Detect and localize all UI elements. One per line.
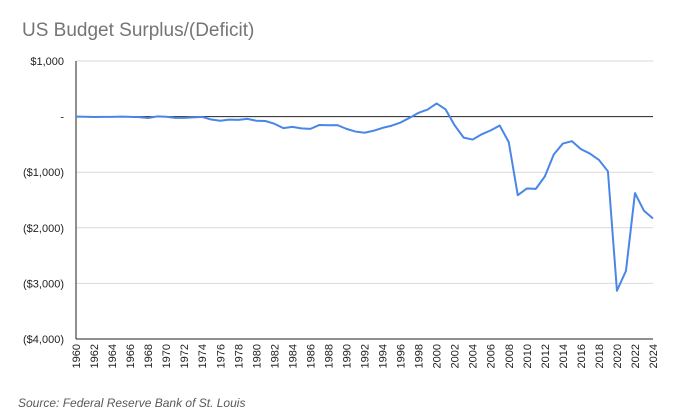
x-tick-label: 1992 bbox=[360, 344, 372, 368]
x-tick-label: 2014 bbox=[558, 344, 570, 368]
x-tick-label: 1976 bbox=[215, 344, 227, 368]
series-line bbox=[75, 102, 654, 292]
x-tick-label: 2018 bbox=[594, 344, 606, 368]
x-tick-label: 1972 bbox=[179, 344, 191, 368]
gridlines bbox=[76, 60, 653, 340]
x-tick-label: 1968 bbox=[143, 344, 155, 368]
x-tick-label: 1986 bbox=[305, 344, 317, 368]
x-tick-label: 1990 bbox=[341, 344, 353, 368]
x-tick-label: 1998 bbox=[414, 344, 426, 368]
x-tick-label: 1970 bbox=[161, 344, 173, 368]
x-tick-label: 2020 bbox=[612, 344, 624, 368]
y-tick-label: ($1,000) bbox=[23, 167, 64, 179]
x-tick-label: 1988 bbox=[323, 344, 335, 368]
x-tick-label: 2010 bbox=[522, 344, 534, 368]
source-note: Source: Federal Reserve Bank of St. Loui… bbox=[18, 396, 246, 410]
x-tick-label: 2002 bbox=[450, 344, 462, 368]
x-tick-label: 2016 bbox=[576, 344, 588, 368]
x-tick-label: 1966 bbox=[125, 344, 137, 368]
y-tick-label: ($3,000) bbox=[23, 278, 64, 290]
x-tick-label: 1984 bbox=[287, 344, 299, 368]
x-tick-label: 2012 bbox=[540, 344, 552, 368]
x-tick-label: 1982 bbox=[269, 344, 281, 368]
x-tick-label: 2008 bbox=[504, 344, 516, 368]
y-axis-tick-labels: $1,000 - ($1,000) ($2,000) ($3,000) ($4,000) bbox=[23, 56, 64, 346]
x-tick-label: 2024 bbox=[648, 344, 660, 368]
x-tick-label: 1996 bbox=[396, 344, 408, 368]
x-tick-label: 1960 bbox=[71, 344, 83, 368]
chart-title: US Budget Surplus/(Deficit) bbox=[22, 20, 255, 41]
y-tick-label: ($4,000) bbox=[23, 334, 64, 346]
x-tick-label: 2004 bbox=[468, 344, 480, 368]
x-tick-label: 1994 bbox=[378, 344, 390, 368]
y-tick-label: $1,000 bbox=[30, 56, 64, 68]
x-tick-label: 2006 bbox=[486, 344, 498, 368]
x-tick-label: 2022 bbox=[630, 344, 642, 368]
x-tick-label: 1964 bbox=[107, 344, 119, 368]
x-tick-label: 1974 bbox=[197, 344, 209, 368]
x-axis-tick-labels: 1960 1962 1964 1966 1968 1970 1972 1974 1976 1978… bbox=[71, 344, 660, 368]
x-tick-label: 1978 bbox=[233, 344, 245, 368]
y-tick-label: - bbox=[60, 112, 64, 124]
x-tick-label: 1962 bbox=[89, 344, 101, 368]
y-tick-label: ($2,000) bbox=[23, 223, 64, 235]
x-tick-label: 2000 bbox=[432, 344, 444, 368]
x-tick-label: 1980 bbox=[251, 344, 263, 368]
